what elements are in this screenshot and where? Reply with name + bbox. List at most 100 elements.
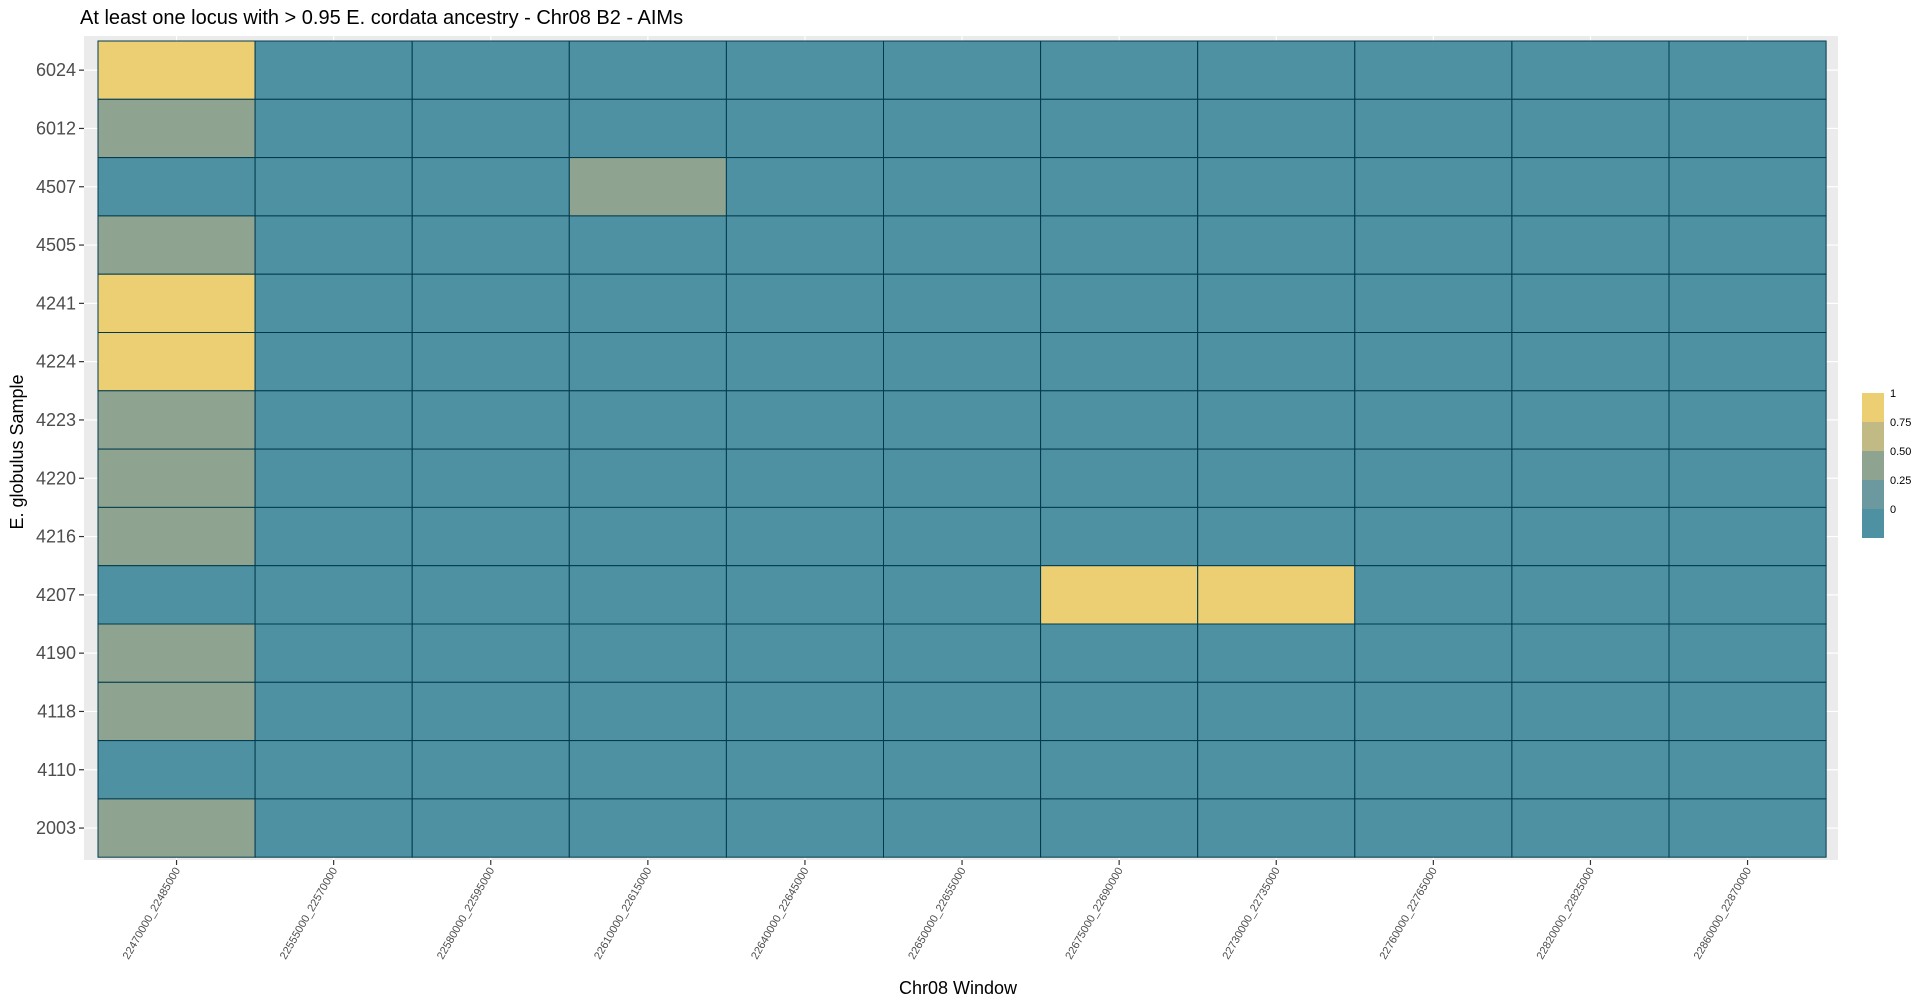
heatmap-tile [1668, 448, 1827, 508]
heatmap-tile [1354, 623, 1513, 683]
heatmap-tile [411, 681, 570, 742]
y-tick-label: 4505 [36, 235, 76, 255]
heatmap-tile [411, 157, 570, 217]
heatmap-tile [568, 332, 727, 392]
legend: 1 0.75 0.50 0.25 0 [1862, 388, 1911, 538]
heatmap-tile [1511, 681, 1670, 742]
heatmap-tile [254, 390, 413, 450]
heatmap-tile [568, 273, 727, 334]
heatmap-tile [1354, 390, 1513, 450]
heatmap-tile [1354, 157, 1513, 217]
y-tick-label: 4216 [36, 527, 76, 547]
heatmap-tile [97, 215, 256, 275]
legend-label: 0.25 [1890, 475, 1911, 487]
y-tick-label: 4224 [36, 352, 76, 372]
heatmap-tile [1354, 215, 1513, 275]
heatmap-tile [1040, 390, 1199, 450]
heatmap-tile [1668, 623, 1827, 683]
heatmap-tile [1197, 506, 1356, 567]
legend-swatch [1862, 509, 1884, 538]
heatmap-tile [1511, 390, 1670, 450]
y-tick-label: 4220 [36, 468, 76, 488]
heatmap-tile [411, 390, 570, 450]
heatmap-tile [1040, 448, 1199, 508]
heatmap-tile [1197, 332, 1356, 392]
heatmap-tile [411, 740, 570, 800]
heatmap-tile [1354, 740, 1513, 800]
heatmap-tile [411, 215, 570, 275]
legend-swatch [1862, 393, 1884, 422]
heatmap-tile [725, 740, 885, 800]
heatmap-tile [254, 798, 413, 858]
y-tick-label: 6012 [36, 118, 76, 138]
heatmap-tile [254, 565, 413, 625]
heatmap-tile [1511, 506, 1670, 567]
heatmap-tile [725, 623, 885, 683]
heatmap-tile [411, 798, 570, 858]
heatmap-tile [97, 798, 256, 858]
heatmap-tile [411, 506, 570, 567]
heatmap-tile [97, 273, 256, 334]
legend-swatch [1862, 480, 1884, 509]
heatmap-tile [1197, 565, 1356, 625]
heatmap-tile [725, 798, 885, 858]
heatmap-tile [254, 215, 413, 275]
legend-swatch [1862, 451, 1884, 480]
heatmap-tile [1668, 740, 1827, 800]
heatmap-tile [1511, 40, 1670, 100]
heatmap-tile [568, 215, 727, 275]
heatmap-tile [883, 273, 1042, 334]
heatmap-tile [1197, 273, 1356, 334]
heatmap-tile [1668, 798, 1827, 858]
heatmap-tile [1040, 332, 1199, 392]
heatmap-tile [568, 565, 727, 625]
heatmap-tile [1511, 565, 1670, 625]
heatmap-tile [411, 448, 570, 508]
heatmap-tile [1197, 98, 1356, 159]
heatmap-tile [725, 506, 885, 567]
heatmap-tile [97, 506, 256, 567]
heatmap-tile [568, 40, 727, 100]
heatmap-tile [97, 740, 256, 800]
heatmap-tile [97, 40, 256, 100]
heatmap-tile [1040, 98, 1199, 159]
heatmap-tile [883, 681, 1042, 742]
y-axis-title: E. globulus Sample [7, 374, 27, 529]
heatmap-tile [1668, 390, 1827, 450]
heatmap-tile [568, 681, 727, 742]
heatmap-tile [1354, 98, 1513, 159]
heatmap-tile [1511, 623, 1670, 683]
heatmap-tile [883, 40, 1042, 100]
heatmap-tile [254, 740, 413, 800]
heatmap-tile [1197, 798, 1356, 858]
heatmap-tile [254, 157, 413, 217]
heatmap-tile [883, 798, 1042, 858]
heatmap-tile [1668, 40, 1827, 100]
heatmap-tile [725, 681, 885, 742]
heatmap-tile [97, 157, 256, 217]
y-tick-label: 4223 [36, 410, 76, 430]
heatmap-tile [97, 332, 256, 392]
heatmap-tile [883, 215, 1042, 275]
heatmap-tile [1668, 157, 1827, 217]
heatmap-tile [1354, 565, 1513, 625]
heatmap-tile [254, 681, 413, 742]
heatmap-tile [1040, 740, 1199, 800]
heatmap-tile [568, 740, 727, 800]
heatmap-tile [1040, 40, 1199, 100]
heatmap-tile [725, 215, 885, 275]
heatmap-tile [1197, 448, 1356, 508]
heatmap-tile [1511, 740, 1670, 800]
heatmap-tile [725, 40, 885, 100]
heatmap-tile [1197, 681, 1356, 742]
heatmap-tile [97, 448, 256, 508]
heatmap-tile [411, 40, 570, 100]
heatmap-tile [254, 332, 413, 392]
heatmap-tile [97, 681, 256, 742]
heatmap-tile [1040, 681, 1199, 742]
heatmap-tile [1040, 565, 1199, 625]
heatmap-tile [1040, 273, 1199, 334]
heatmap-tile [1354, 681, 1513, 742]
y-tick-label: 6024 [36, 60, 76, 80]
y-tick-label: 4110 [37, 760, 76, 780]
